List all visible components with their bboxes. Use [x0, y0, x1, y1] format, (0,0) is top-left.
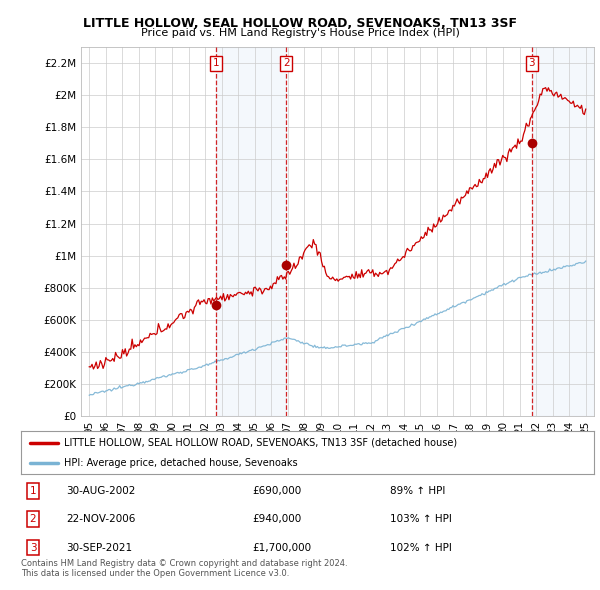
Text: 1: 1: [29, 486, 37, 496]
Text: 2: 2: [283, 58, 290, 68]
Text: 89% ↑ HPI: 89% ↑ HPI: [390, 486, 445, 496]
Bar: [532, 47, 594, 416]
Text: HPI: Average price, detached house, Sevenoaks: HPI: Average price, detached house, Seve…: [64, 458, 298, 468]
Text: 3: 3: [29, 543, 37, 552]
Text: 3: 3: [529, 58, 535, 68]
Text: LITTLE HOLLOW, SEAL HOLLOW ROAD, SEVENOAKS, TN13 3SF (detached house): LITTLE HOLLOW, SEAL HOLLOW ROAD, SEVENOA…: [64, 438, 457, 448]
Text: 30-SEP-2021: 30-SEP-2021: [66, 543, 132, 552]
Text: Contains HM Land Registry data © Crown copyright and database right 2024.: Contains HM Land Registry data © Crown c…: [21, 559, 347, 568]
Bar: [216, 47, 286, 416]
Text: £940,000: £940,000: [252, 514, 301, 524]
Text: 22-NOV-2006: 22-NOV-2006: [66, 514, 136, 524]
Text: LITTLE HOLLOW, SEAL HOLLOW ROAD, SEVENOAKS, TN13 3SF: LITTLE HOLLOW, SEAL HOLLOW ROAD, SEVENOA…: [83, 17, 517, 30]
Text: 2: 2: [29, 514, 37, 524]
Text: Price paid vs. HM Land Registry's House Price Index (HPI): Price paid vs. HM Land Registry's House …: [140, 28, 460, 38]
Text: £690,000: £690,000: [252, 486, 301, 496]
Text: 102% ↑ HPI: 102% ↑ HPI: [390, 543, 452, 552]
Text: 1: 1: [213, 58, 220, 68]
Text: 30-AUG-2002: 30-AUG-2002: [66, 486, 136, 496]
Text: 103% ↑ HPI: 103% ↑ HPI: [390, 514, 452, 524]
Text: £1,700,000: £1,700,000: [252, 543, 311, 552]
Text: This data is licensed under the Open Government Licence v3.0.: This data is licensed under the Open Gov…: [21, 569, 289, 578]
